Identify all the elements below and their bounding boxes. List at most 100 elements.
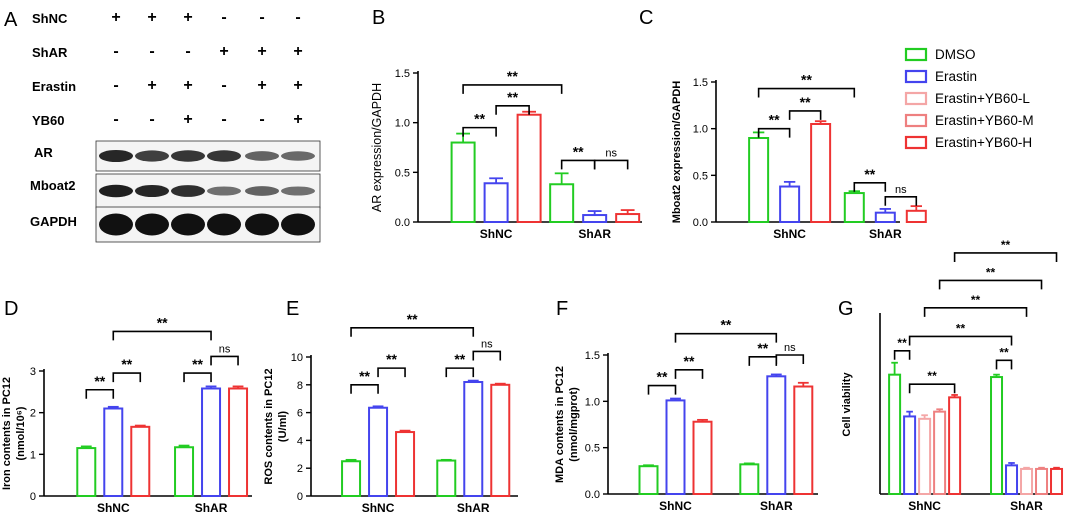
significance-label: ns: [895, 184, 907, 196]
panel-letter-e: E: [286, 298, 299, 320]
significance-bracket: [462, 84, 563, 94]
blot-band: [245, 213, 279, 236]
bar-dmso: [739, 463, 760, 496]
bar-erastin-yb60-h: [130, 425, 151, 498]
bar-dmso: [341, 460, 362, 497]
bar-erastin-yb60-h: [615, 213, 641, 223]
y-axis-label: AR expression/GAPDH: [370, 83, 384, 212]
bar-erastin: [103, 407, 124, 497]
significance-label: ns: [784, 342, 796, 354]
blot-band: [171, 213, 205, 236]
significance-label: **: [407, 311, 418, 327]
bar-erastin: [874, 211, 896, 224]
category-label: ShNC: [908, 499, 941, 513]
bar-dmso: [748, 137, 770, 223]
significance-label: **: [864, 166, 875, 182]
significance-label: **: [94, 373, 105, 389]
bar-erastin: [779, 185, 801, 224]
blot-row-label-yb60: YB60: [32, 113, 65, 128]
bar-dmso: [843, 192, 865, 223]
panel-letter-d: D: [4, 298, 18, 320]
blot-sign: -: [259, 111, 264, 128]
y-axis-label: Cell viability: [841, 372, 853, 437]
significance-label: **: [507, 89, 518, 105]
bar-erastin-yb60-m: [933, 410, 947, 495]
y-axis-label: (U/ml): [277, 411, 289, 443]
significance-label: **: [927, 369, 937, 383]
bar-dmso: [174, 446, 195, 497]
blot-band: [207, 186, 241, 196]
legend-label: Erastin+YB60-L: [935, 91, 1030, 106]
significance-label: **: [684, 353, 695, 369]
significance-bracket: [350, 384, 379, 394]
significance-label: **: [359, 368, 370, 384]
legend-swatch: [904, 113, 928, 128]
legend-swatch: [904, 69, 928, 84]
y-axis-label: (nmol/mgprot): [568, 387, 580, 462]
blot-sign: -: [149, 111, 154, 128]
significance-bracket: [995, 359, 1013, 370]
blot-band: [171, 150, 205, 162]
significance-bracket: [445, 367, 475, 378]
y-tick-label: 1.5: [693, 77, 708, 89]
significance-label: **: [657, 369, 668, 385]
significance-bracket: [593, 159, 629, 170]
band-label-gapdh: GAPDH: [30, 214, 77, 229]
blot-sign: -: [185, 43, 190, 60]
significance-bracket: [112, 330, 212, 341]
significance-label: **: [999, 345, 1009, 359]
legend-label: Erastin+YB60-M: [935, 113, 1034, 128]
significance-label: ns: [605, 147, 617, 159]
significance-bracket: [495, 104, 530, 115]
bar-erastin: [582, 214, 608, 223]
significance-label: **: [801, 72, 812, 88]
panel-letter-g: G: [838, 298, 854, 320]
bar-erastin-yb60-h: [810, 123, 832, 223]
category-label: ShAR: [1010, 499, 1043, 513]
y-tick-label: 4: [297, 435, 303, 447]
blot-sign: -: [113, 77, 118, 94]
blot-sign: -: [259, 9, 264, 26]
y-tick-label: 1: [30, 449, 36, 461]
blot-sign: +: [219, 43, 228, 60]
legend: DMSO Erastin Erastin+YB60-L Erastin+YB60-M E…: [904, 47, 1034, 150]
significance-bracket: [757, 87, 856, 98]
blot-sign: +: [147, 9, 156, 26]
significance-label: ns: [481, 338, 493, 350]
blot-band: [99, 149, 133, 163]
y-tick-label: 1.0: [395, 118, 410, 130]
blot-sign: +: [293, 77, 302, 94]
y-tick-label: 3: [30, 366, 36, 378]
panel-letter-c: C: [639, 7, 653, 29]
y-tick-label: 1.0: [693, 124, 708, 136]
y-tick-label: 0.0: [395, 217, 410, 229]
significance-bracket: [85, 388, 115, 399]
y-tick-label: 0: [30, 491, 36, 503]
bar-erastin-yb60-h: [490, 383, 511, 497]
significance-bracket: [908, 383, 956, 394]
blot-band: [281, 186, 315, 196]
y-tick-label: 1.0: [585, 396, 600, 408]
category-label: ShAR: [578, 227, 611, 241]
significance-bracket: [757, 127, 791, 138]
y-tick-label: 0.5: [693, 170, 708, 182]
panel-letter-b: B: [372, 7, 385, 29]
bar-erastin: [903, 415, 917, 495]
panel-letter-f: F: [556, 298, 568, 320]
bar-erastin: [201, 387, 222, 497]
y-tick-label: 0.0: [693, 217, 708, 229]
category-label: ShAR: [760, 499, 793, 513]
significance-label: **: [720, 317, 731, 333]
blot-band: [135, 213, 169, 236]
panel-letter-a: A: [4, 9, 18, 31]
y-tick-label: 10: [291, 352, 303, 364]
bar-erastin: [368, 406, 389, 497]
significance-bracket: [788, 110, 822, 120]
category-label: ShAR: [869, 227, 902, 241]
bar-dmso: [638, 465, 659, 496]
significance-label: **: [800, 94, 811, 110]
band-label-mboat2: Mboat2: [30, 178, 76, 193]
significance-bracket: [938, 279, 1043, 290]
chart-b: 0.0 0.5 1.0 1.5 AR expression/GAPDH ShNC ShAR *…: [370, 68, 642, 241]
significance-bracket: [893, 350, 911, 360]
